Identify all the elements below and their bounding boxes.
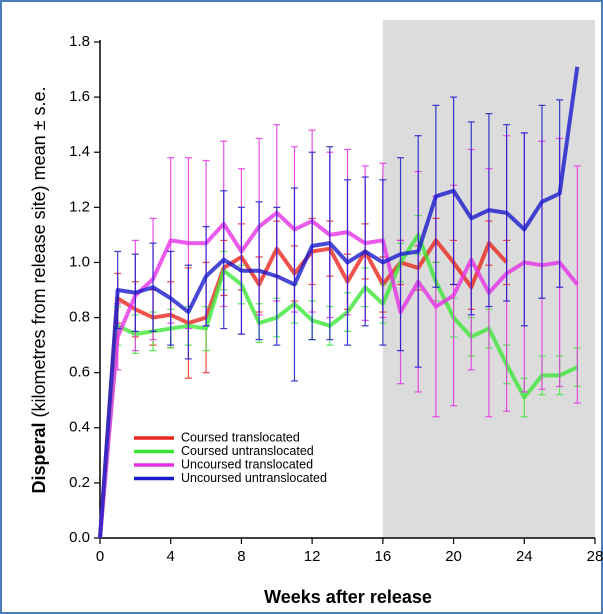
y-tick-label: 1.2	[69, 198, 90, 215]
y-tick-label: 1.0	[69, 253, 90, 270]
series-line	[98, 66, 580, 539]
x-tick-label: 12	[304, 548, 321, 565]
x-tick-label: 0	[96, 548, 104, 565]
x-tick-label: 20	[445, 548, 462, 565]
y-label-bold: Disperal	[29, 422, 49, 493]
legend-label: Uncoursed untranslocated	[181, 471, 327, 485]
y-tick-label: 1.4	[69, 143, 90, 160]
x-tick-label: 4	[167, 548, 175, 565]
y-tick-label: 1.6	[69, 88, 90, 105]
legend-label: Uncoursed translocated	[181, 457, 313, 471]
y-tick-label: 0.4	[69, 419, 90, 436]
y-tick-label: 0.0	[69, 529, 90, 546]
y-axis-label: Disperal (kilometres from release site) …	[29, 86, 49, 493]
x-tick-label: 16	[375, 548, 392, 565]
y-tick-label: 1.8	[69, 33, 90, 50]
series-line	[98, 232, 579, 539]
y-tick-label: 0.2	[69, 474, 90, 491]
x-tick-label: 8	[237, 548, 245, 565]
legend-label: Coursed translocated	[181, 430, 300, 444]
x-tick-label: 24	[516, 548, 533, 565]
x-tick-label: 28	[587, 548, 603, 565]
x-axis-label: Weeks after release	[264, 587, 432, 607]
y-tick-label: 0.8	[69, 309, 90, 326]
legend-label: Coursed untranslocated	[181, 444, 314, 458]
y-tick-label: 0.6	[69, 364, 90, 381]
y-label-rest: (kilometres from release site) mean ± s.…	[29, 86, 49, 417]
series-line	[98, 210, 579, 539]
